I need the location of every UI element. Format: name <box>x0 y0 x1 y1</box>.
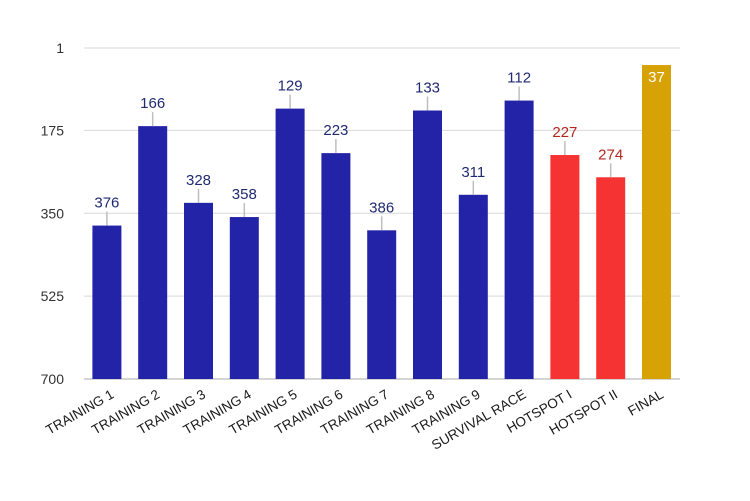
data-label: 112 <box>507 70 531 87</box>
bar <box>367 230 397 379</box>
data-label: 311 <box>461 164 485 181</box>
data-label: 376 <box>94 195 119 212</box>
y-tick-label: 175 <box>41 122 65 138</box>
bar <box>275 108 305 379</box>
bar <box>92 225 122 379</box>
y-tick-label: 1 <box>56 40 64 56</box>
bar <box>184 202 213 379</box>
bar <box>229 217 259 379</box>
bar <box>413 110 442 379</box>
x-tick-label: FINAL <box>625 386 666 418</box>
data-label: 227 <box>552 124 577 141</box>
data-label: 166 <box>140 95 165 112</box>
data-label: 274 <box>598 146 623 163</box>
bar <box>458 194 488 379</box>
bar <box>642 65 671 379</box>
bar <box>504 100 534 380</box>
y-tick-label: 700 <box>41 371 65 387</box>
data-label: 358 <box>232 186 257 203</box>
bar <box>550 155 580 379</box>
bar <box>596 177 626 379</box>
data-label: 328 <box>186 172 211 189</box>
bar <box>321 153 351 379</box>
data-label: 129 <box>278 78 303 95</box>
data-label: 37 <box>648 69 665 86</box>
data-label: 223 <box>323 122 348 139</box>
y-tick-label: 350 <box>41 205 65 221</box>
y-tick-label: 525 <box>41 288 65 304</box>
bar <box>138 126 168 379</box>
data-label: 386 <box>369 199 394 216</box>
data-label: 133 <box>415 80 440 97</box>
